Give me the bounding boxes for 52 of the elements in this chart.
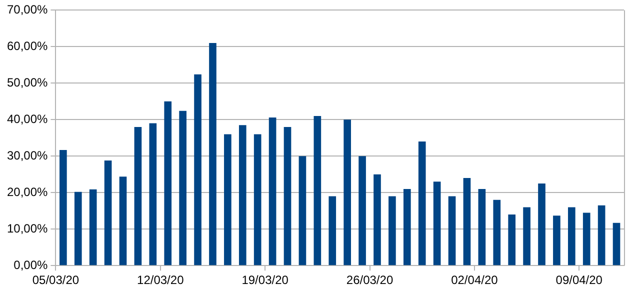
- x-tick-label: 12/03/20: [137, 273, 184, 288]
- bar: [194, 74, 202, 266]
- y-tick-label: 0,00%: [14, 258, 48, 272]
- x-tick-label: 26/03/20: [346, 273, 394, 288]
- bar: [478, 188, 486, 266]
- bar: [358, 156, 366, 266]
- bar: [328, 196, 336, 266]
- bar: [104, 160, 112, 266]
- bar: [314, 116, 322, 266]
- bar: [254, 134, 262, 266]
- bar: [448, 196, 456, 266]
- bar: [74, 192, 82, 266]
- bar: [598, 205, 606, 266]
- y-tick-label: 10,00%: [6, 221, 48, 236]
- bar: [374, 174, 381, 266]
- bar: [298, 156, 306, 266]
- bar: [268, 117, 276, 266]
- bar: [582, 212, 590, 266]
- bar: [60, 150, 67, 266]
- y-tick-label: 50,00%: [6, 75, 48, 90]
- y-tick-label: 60,00%: [6, 39, 48, 53]
- bar: [553, 216, 560, 266]
- bar: [164, 101, 172, 266]
- bar: [119, 176, 127, 266]
- bar: [284, 126, 292, 266]
- bar: [224, 134, 232, 266]
- x-tick-label: 02/04/20: [451, 273, 498, 288]
- bar: [134, 126, 142, 266]
- x-tick-label: 09/04/20: [556, 273, 603, 288]
- x-tick-label: 19/03/20: [242, 273, 289, 288]
- bar: [344, 120, 351, 266]
- bar: [523, 207, 530, 266]
- bar: [433, 182, 441, 266]
- y-tick-label: 30,00%: [6, 148, 48, 162]
- bar: [612, 222, 620, 266]
- bar: [568, 207, 576, 266]
- bar: [463, 178, 471, 266]
- y-tick-label: 70,00%: [6, 2, 48, 17]
- y-tick-label: 40,00%: [6, 112, 48, 126]
- x-tick-label: 05/03/20: [32, 273, 80, 288]
- bar: [493, 200, 501, 266]
- bar: [508, 214, 516, 266]
- bar: [209, 43, 216, 266]
- y-tick-label: 20,00%: [6, 184, 48, 199]
- bar: [89, 189, 97, 266]
- bar: [149, 123, 157, 266]
- bar: [403, 188, 411, 266]
- bar: [418, 142, 426, 266]
- bar: [538, 184, 546, 266]
- bar: [238, 125, 246, 266]
- bar: [388, 196, 396, 266]
- bar: [179, 110, 186, 266]
